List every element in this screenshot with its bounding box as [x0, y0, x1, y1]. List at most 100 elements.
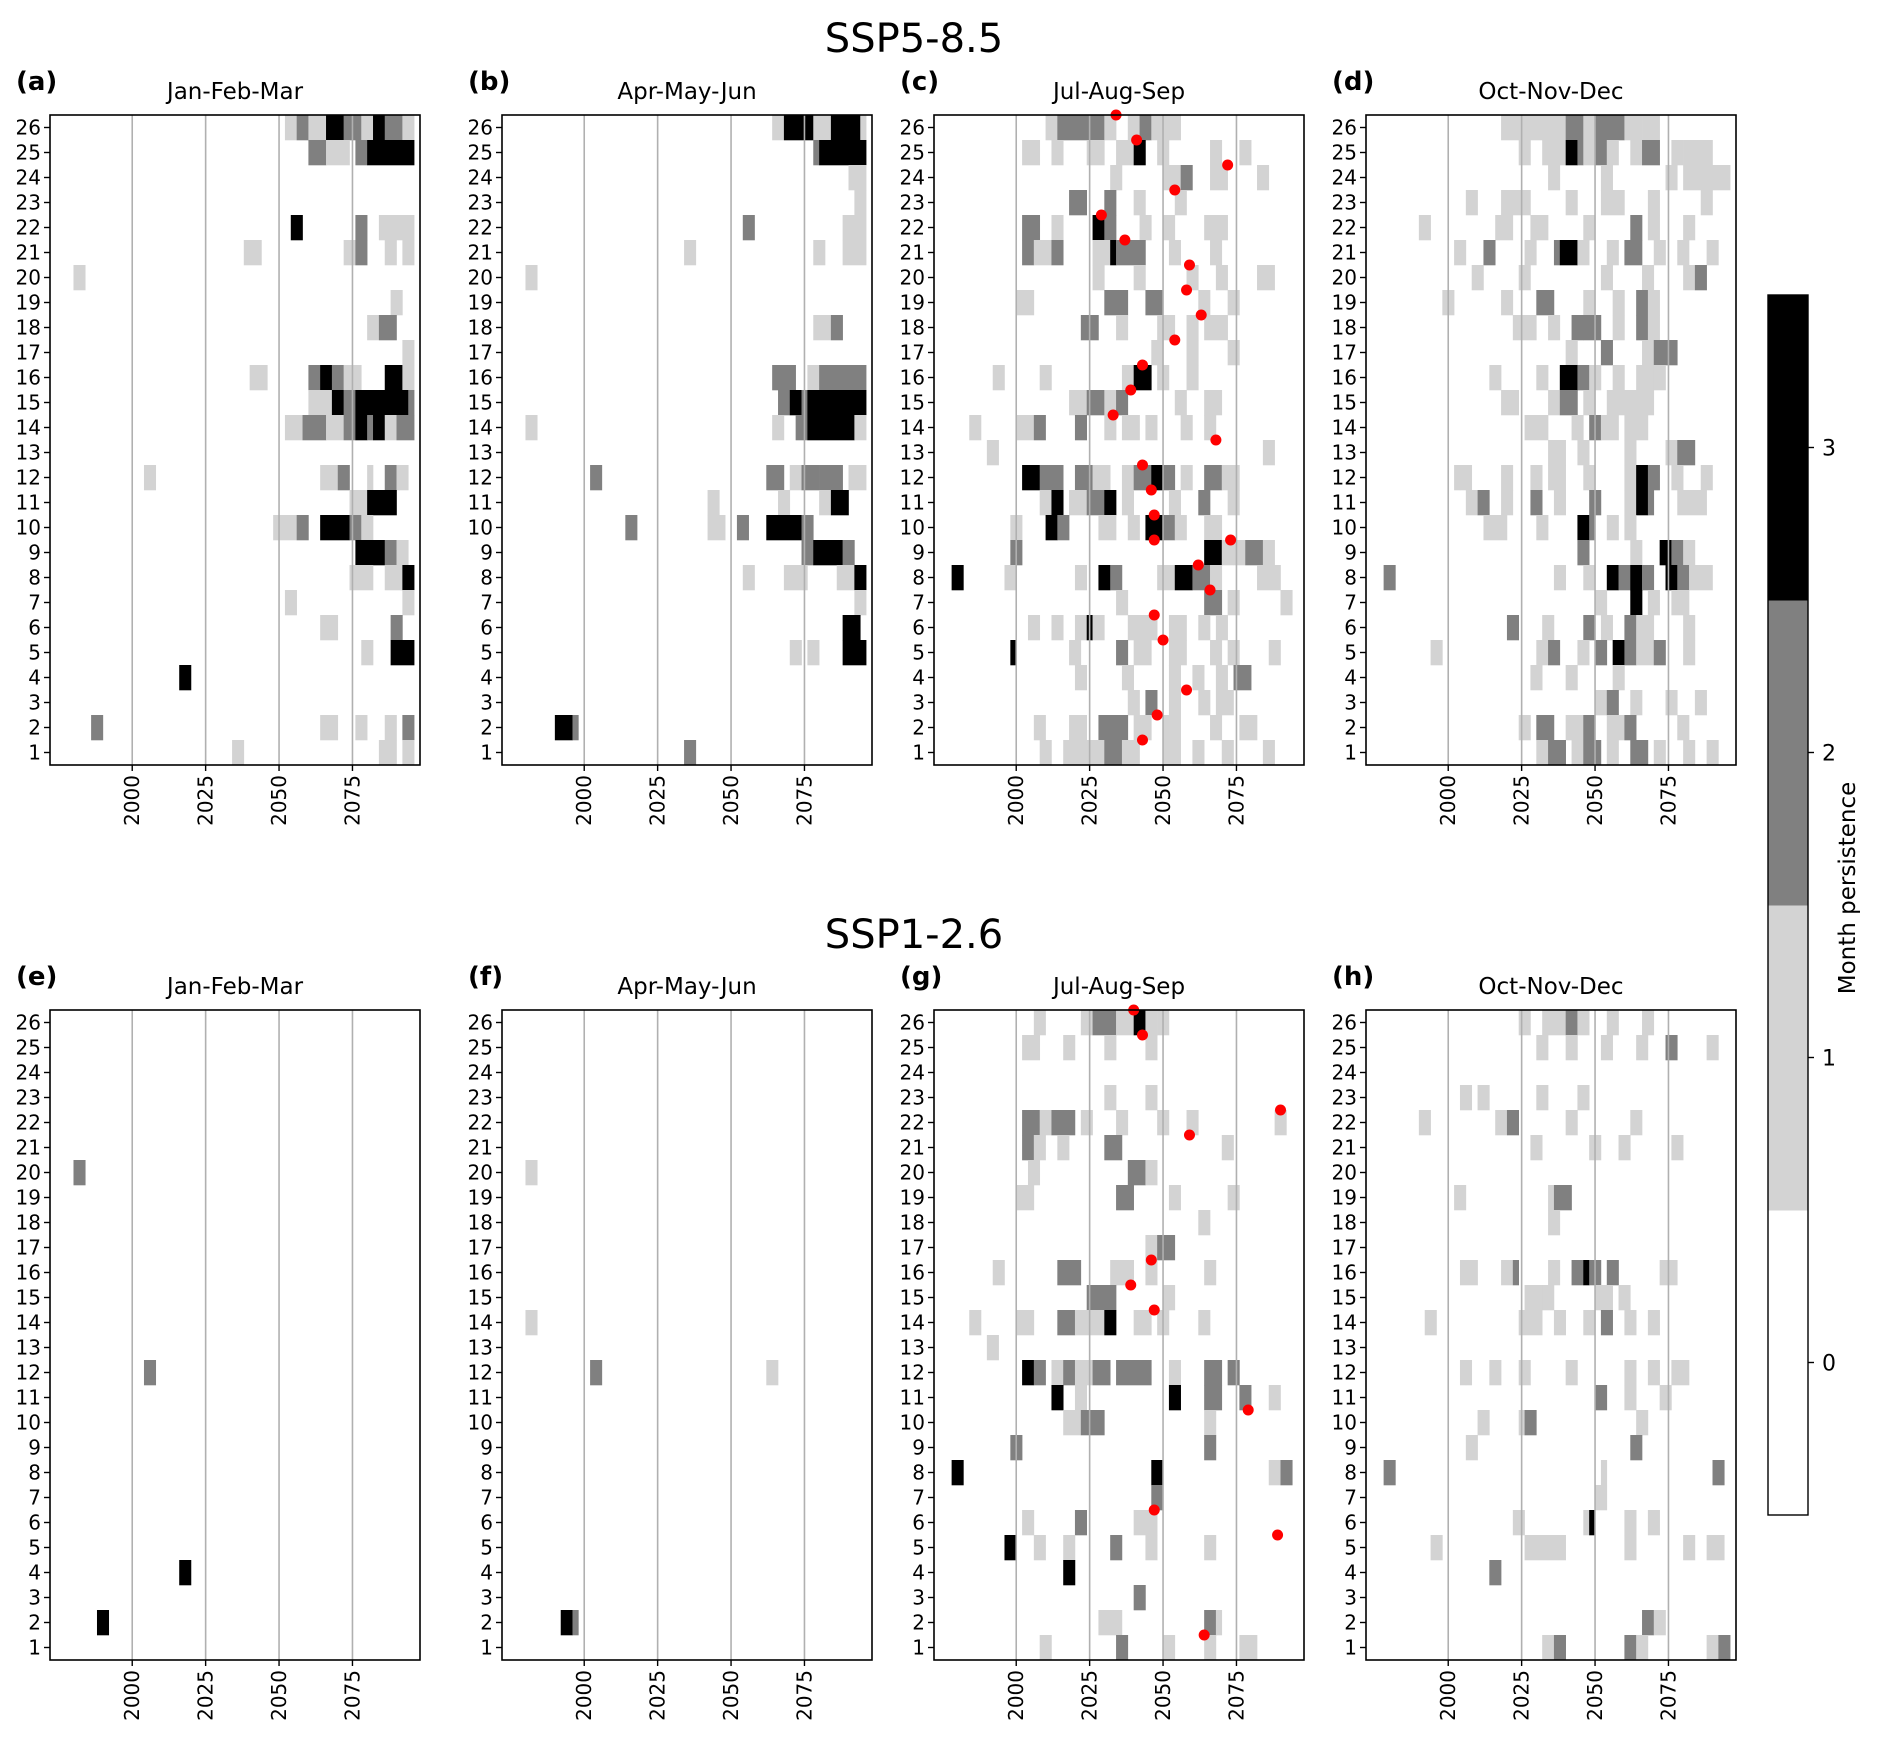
- cell: [1163, 1635, 1176, 1661]
- cell: [1647, 1360, 1660, 1386]
- y-tick-label: 9: [480, 541, 493, 565]
- cell: [1600, 1035, 1613, 1061]
- plot-area: [50, 1010, 420, 1660]
- cell: [367, 490, 397, 516]
- cell: [1518, 1360, 1531, 1386]
- y-tick-label: 21: [468, 241, 493, 265]
- cell: [355, 715, 368, 741]
- cell: [1069, 715, 1087, 741]
- row-title-ssp585: SSP5-8.5: [825, 16, 1003, 62]
- cell: [1033, 715, 1046, 741]
- y-tick-label: 2: [480, 716, 493, 740]
- cell: [1577, 640, 1590, 666]
- y-tick-label: 4: [480, 666, 493, 690]
- cell: [1583, 390, 1596, 416]
- cell: [1677, 240, 1690, 266]
- cell: [560, 1610, 573, 1636]
- y-tick-label: 21: [1332, 1136, 1357, 1160]
- marker-point: [1195, 309, 1207, 321]
- cell: [842, 240, 867, 266]
- y-tick-label: 8: [28, 566, 41, 590]
- x-tick-label: 2025: [1510, 775, 1534, 826]
- cell: [1548, 1260, 1561, 1286]
- cell: [1204, 1410, 1217, 1436]
- y-tick-label: 11: [1332, 491, 1357, 515]
- cell: [1027, 615, 1041, 641]
- cell: [1530, 490, 1543, 516]
- cell: [1630, 740, 1649, 766]
- cell: [1677, 490, 1707, 516]
- cell: [819, 365, 867, 391]
- marker-point: [1125, 384, 1137, 396]
- cell: [1139, 215, 1152, 241]
- cell: [1483, 515, 1508, 541]
- y-tick-label: 14: [1332, 416, 1357, 440]
- y-tick-label: 23: [900, 1086, 925, 1110]
- cell: [1518, 1310, 1543, 1336]
- cell: [1039, 490, 1052, 516]
- x-tick-label: 2075: [1224, 1670, 1248, 1721]
- cell: [1683, 615, 1696, 641]
- cell: [684, 740, 697, 766]
- cell: [1559, 365, 1578, 391]
- cell: [842, 640, 867, 666]
- cell: [1542, 1010, 1566, 1036]
- cell: [1127, 615, 1146, 641]
- cell: [273, 515, 297, 541]
- cell: [789, 390, 802, 416]
- y-tick-label: 2: [912, 1611, 925, 1635]
- cell: [1583, 290, 1596, 316]
- cell: [1636, 1410, 1649, 1436]
- cell: [1477, 490, 1490, 516]
- marker-point: [1204, 584, 1216, 596]
- cell: [1074, 665, 1087, 691]
- y-tick-label: 20: [16, 1161, 41, 1185]
- cell: [1104, 190, 1117, 216]
- cell: [1092, 215, 1105, 241]
- cell: [1565, 1110, 1578, 1136]
- cell: [1542, 1635, 1555, 1661]
- cell: [1548, 465, 1566, 491]
- cell: [1606, 1010, 1619, 1036]
- y-tick-label: 18: [900, 316, 925, 340]
- cell: [384, 715, 397, 741]
- cell: [1051, 215, 1064, 241]
- cell: [1618, 565, 1631, 591]
- x-tick-label: 2050: [1151, 1670, 1175, 1721]
- cell: [1583, 1260, 1590, 1286]
- y-tick-label: 15: [16, 1286, 41, 1310]
- marker-point: [1136, 734, 1148, 746]
- cell: [1145, 290, 1164, 316]
- cell: [1022, 465, 1041, 491]
- cells: [1383, 1010, 1731, 1661]
- cell: [402, 740, 415, 766]
- cell: [1542, 1285, 1555, 1311]
- axes-frame: [933, 114, 1305, 766]
- cell: [1168, 1185, 1181, 1211]
- cell: [854, 415, 867, 441]
- cell: [1524, 1535, 1566, 1561]
- cell: [1636, 315, 1649, 341]
- y-tick-label: 11: [900, 1386, 925, 1410]
- cell: [707, 515, 726, 541]
- cell: [1080, 1410, 1105, 1436]
- cell: [1157, 565, 1176, 591]
- cell: [1110, 165, 1123, 191]
- y-tick-label: 24: [16, 166, 41, 190]
- cells: [951, 1010, 1293, 1661]
- cell: [1145, 1160, 1158, 1186]
- cell: [232, 740, 245, 766]
- y-tick-label: 1: [912, 1636, 925, 1660]
- y-tick-label: 7: [480, 591, 493, 615]
- cell: [1636, 465, 1649, 491]
- cell: [1204, 1610, 1217, 1636]
- panel-a: 1234567891011121314151617181920212223242…: [16, 67, 421, 826]
- cell: [1210, 140, 1223, 166]
- y-tick-label: 7: [1344, 1486, 1357, 1510]
- cell: [355, 415, 368, 441]
- y-tick-label: 15: [468, 1286, 493, 1310]
- cell: [1039, 740, 1052, 766]
- y-tick-label: 17: [16, 1236, 41, 1260]
- cell: [1677, 565, 1690, 591]
- cell: [1168, 665, 1181, 691]
